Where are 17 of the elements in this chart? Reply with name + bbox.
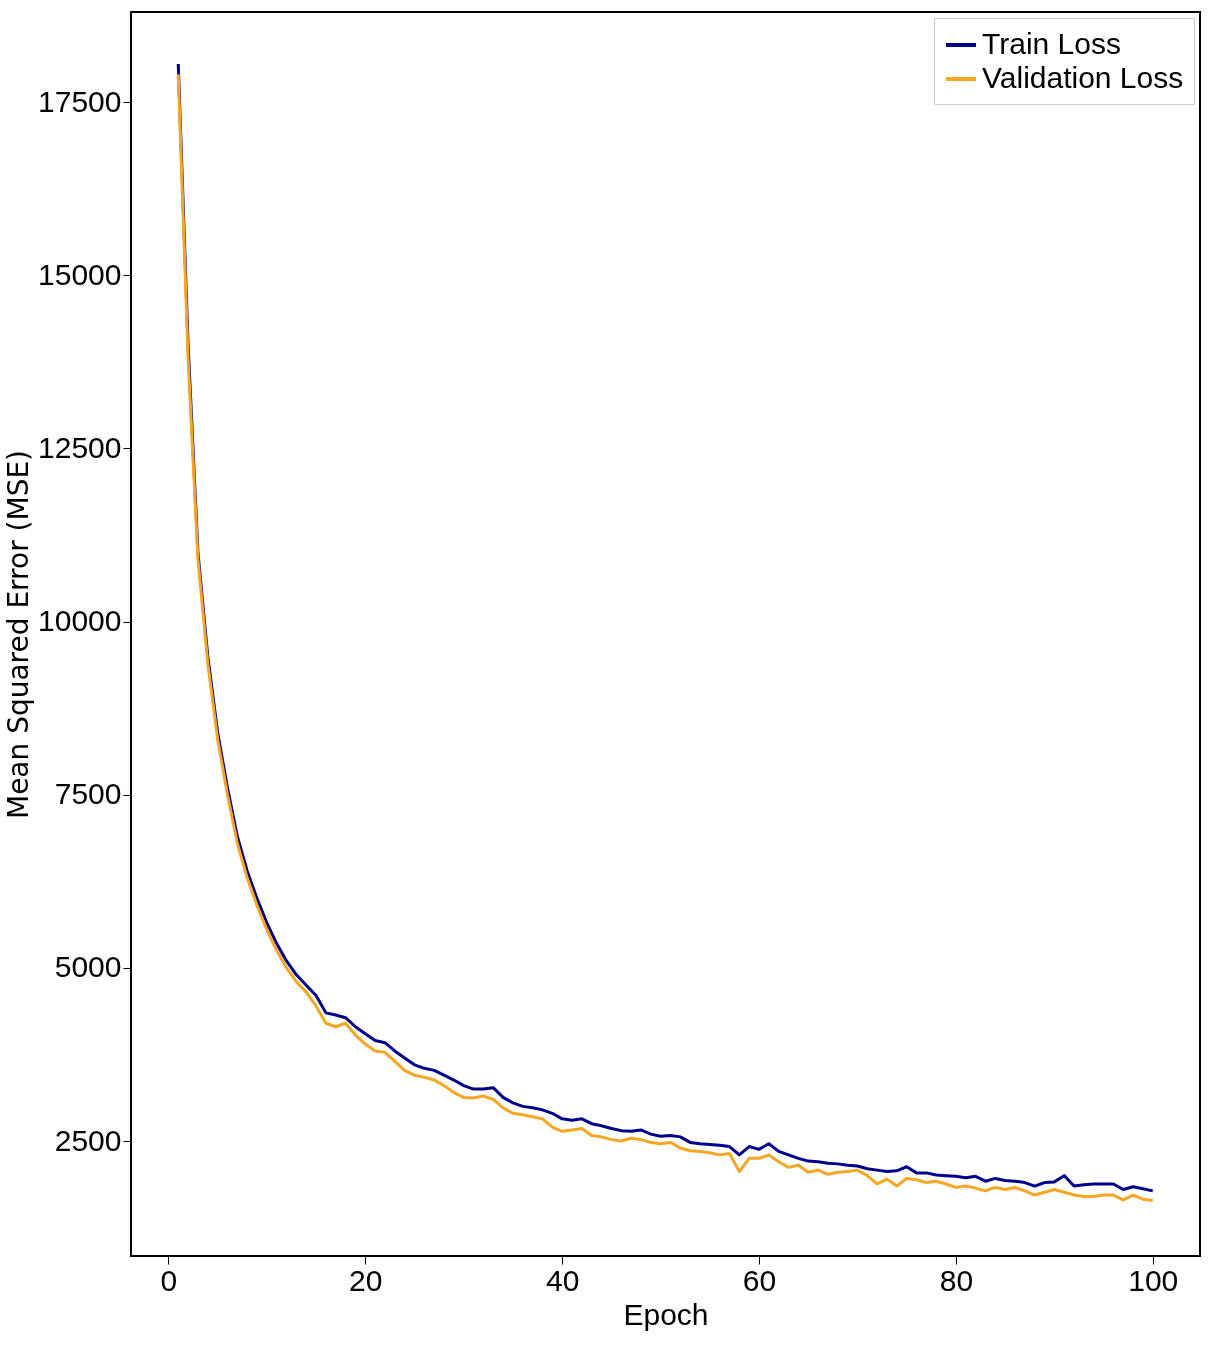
legend-label: Validation Loss	[982, 61, 1184, 94]
x-tick-label: 100	[1128, 1263, 1179, 1297]
y-tick-label: 2500	[54, 1123, 122, 1157]
x-tick-label: 60	[742, 1263, 777, 1297]
y-tick-label: 10000	[38, 604, 122, 638]
x-tick-label: 80	[939, 1263, 974, 1297]
y-tick-label: 7500	[54, 777, 122, 811]
y-axis-title: Mean Squared Error (MSE)	[2, 449, 36, 820]
x-tick-label: 40	[545, 1263, 580, 1297]
legend-label: Train Loss	[982, 27, 1121, 60]
y-tick-label: 15000	[38, 257, 122, 291]
y-tick-label: 5000	[54, 950, 122, 984]
x-tick-label: 20	[349, 1263, 383, 1297]
y-tick-label: 12500	[38, 430, 122, 464]
y-tick-label: 17500	[38, 84, 122, 118]
x-axis-title: Epoch	[623, 1297, 709, 1331]
x-tick-label: 0	[160, 1263, 178, 1297]
